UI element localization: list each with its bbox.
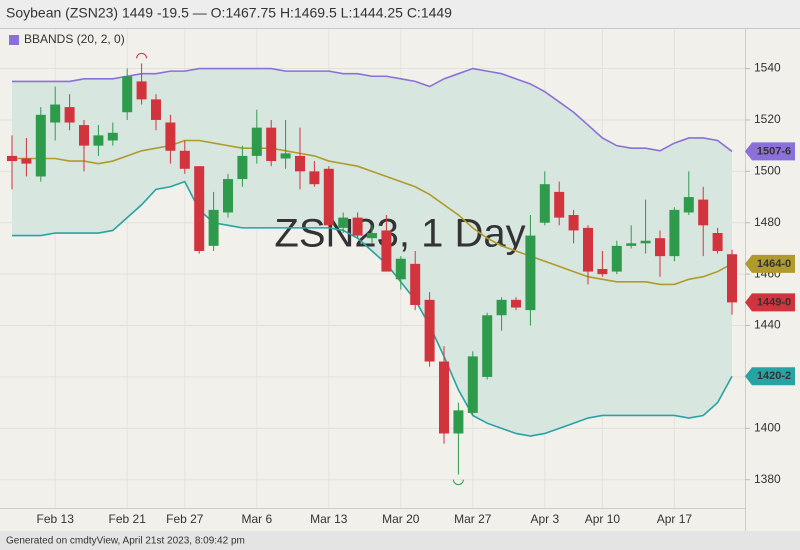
- band-line: [12, 67, 733, 153]
- legend-swatch: [9, 35, 19, 45]
- candle-body: [21, 158, 32, 164]
- x-tick-label: Feb 21: [109, 512, 147, 526]
- candle-body: [683, 197, 694, 213]
- price-tag-label: 1420-2: [757, 370, 791, 382]
- candle-body: [367, 233, 377, 239]
- candle-body: [496, 299, 507, 316]
- candle-body: [323, 168, 334, 226]
- footer: Generated on cmdtyView, April 21st 2023,…: [6, 536, 245, 547]
- candle-body: [309, 171, 320, 185]
- price-tag: [745, 142, 795, 161]
- x-tick-label: Apr 17: [657, 512, 693, 526]
- candle-body: [338, 217, 349, 228]
- x-tick-label: Feb 27: [166, 512, 204, 526]
- candle-body: [395, 258, 406, 280]
- candle-body: [669, 209, 680, 257]
- band-fill: [12, 68, 732, 437]
- candle-body: [295, 155, 305, 172]
- candle-body: [251, 127, 262, 156]
- candle-body: [583, 227, 593, 272]
- y-tick-label: 1500: [754, 164, 781, 178]
- candle-body: [539, 184, 550, 223]
- candle-body: [107, 132, 118, 141]
- y-tick-label: 1540: [754, 61, 781, 75]
- candle-body: [727, 254, 737, 303]
- candle-body: [626, 243, 637, 246]
- candle-body: [223, 179, 233, 213]
- x-tick-label: Apr 3: [530, 512, 559, 526]
- y-tick-label: 1520: [754, 112, 781, 126]
- candle-body: [7, 155, 17, 162]
- candle-body: [266, 127, 277, 162]
- price-tag: [745, 293, 795, 312]
- x-tick-label: Mar 20: [382, 512, 420, 526]
- candle-body: [611, 245, 622, 272]
- y-tick-label: 1440: [754, 318, 781, 332]
- title-bar: [0, 0, 800, 28]
- candle-body: [93, 135, 104, 146]
- candle-body: [424, 299, 435, 362]
- candle-body: [237, 155, 248, 180]
- candle-body: [655, 238, 665, 257]
- candle-body: [208, 209, 219, 246]
- x-tick-label: Feb 13: [37, 512, 75, 526]
- high-marker: [136, 52, 148, 59]
- candle-body: [640, 240, 651, 244]
- candle-body: [482, 315, 493, 377]
- candle-body: [554, 191, 565, 218]
- candle-body: [467, 356, 478, 413]
- chart-title: Soybean (ZSN23) 1449 -19.5 — O:1467.75 H…: [6, 5, 452, 21]
- price-tag: [745, 254, 795, 273]
- candle-body: [194, 166, 205, 252]
- candle-body: [35, 114, 46, 177]
- candle-body: [136, 81, 147, 100]
- candle-body: [165, 122, 176, 151]
- candle-body: [568, 215, 579, 231]
- y-tick-label: 1400: [754, 421, 781, 435]
- candle-body: [525, 235, 536, 311]
- candle-body: [381, 230, 392, 272]
- candle-body: [511, 299, 521, 308]
- price-tag-label: 1449-0: [757, 296, 791, 308]
- footer-bar: [0, 531, 800, 550]
- candle-body: [698, 199, 709, 226]
- candle-body: [151, 99, 161, 120]
- x-tick-label: Mar 13: [310, 512, 348, 526]
- x-tick-label: Mar 6: [241, 512, 272, 526]
- x-tick-label: Apr 10: [585, 512, 621, 526]
- y-tick-label: 1480: [754, 215, 781, 229]
- y-tick-label: 1380: [754, 472, 781, 486]
- candle-body: [712, 233, 723, 252]
- candle-body: [280, 153, 291, 159]
- candle-body: [597, 269, 608, 275]
- watermark: ZSN23, 1 Day: [274, 212, 525, 256]
- candle-body: [50, 104, 61, 123]
- candle-body: [352, 217, 363, 236]
- band-line: [12, 180, 733, 437]
- price-tag: [745, 367, 795, 386]
- candle-body: [439, 361, 449, 434]
- candle-body: [179, 150, 190, 169]
- candle-body: [64, 107, 75, 123]
- candle-body: [410, 263, 421, 305]
- candle-body: [122, 76, 133, 113]
- candle-body: [79, 125, 89, 146]
- band-line: [12, 139, 733, 286]
- x-tick-label: Mar 27: [454, 512, 492, 526]
- price-tag-label: 1464-0: [757, 258, 791, 270]
- legend-label: BBANDS (20, 2, 0): [24, 32, 125, 46]
- low-marker: [452, 479, 464, 486]
- candle-body: [453, 410, 464, 434]
- price-tag-label: 1507-6: [757, 145, 791, 157]
